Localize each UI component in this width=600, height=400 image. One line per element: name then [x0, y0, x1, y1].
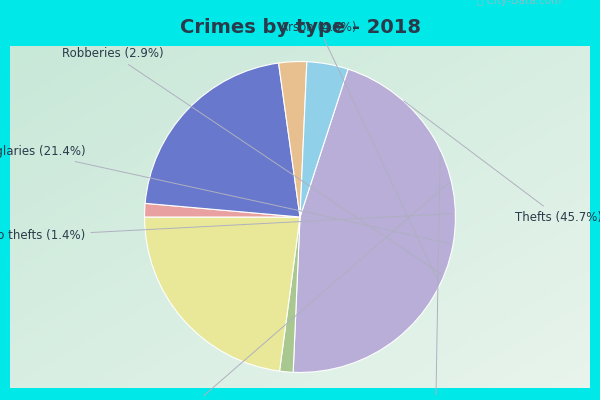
Text: Rapes (1.4%): Rapes (1.4%)	[397, 153, 475, 400]
Wedge shape	[300, 62, 348, 217]
Text: Crimes by type - 2018: Crimes by type - 2018	[179, 18, 421, 37]
Wedge shape	[145, 63, 300, 217]
Text: Auto thefts (1.4%): Auto thefts (1.4%)	[0, 214, 452, 242]
Text: Burglaries (21.4%): Burglaries (21.4%)	[0, 145, 451, 244]
Text: Assaults (22.9%): Assaults (22.9%)	[142, 183, 449, 400]
Wedge shape	[280, 217, 300, 372]
Wedge shape	[278, 62, 307, 217]
Wedge shape	[293, 69, 455, 372]
Wedge shape	[145, 203, 300, 217]
Text: ⓘ City-Data.com: ⓘ City-Data.com	[477, 0, 561, 6]
Text: Robberies (2.9%): Robberies (2.9%)	[62, 47, 442, 274]
Text: Thefts (45.7%): Thefts (45.7%)	[404, 101, 600, 224]
Text: Arson (4.3%): Arson (4.3%)	[280, 21, 439, 282]
Wedge shape	[145, 217, 300, 371]
